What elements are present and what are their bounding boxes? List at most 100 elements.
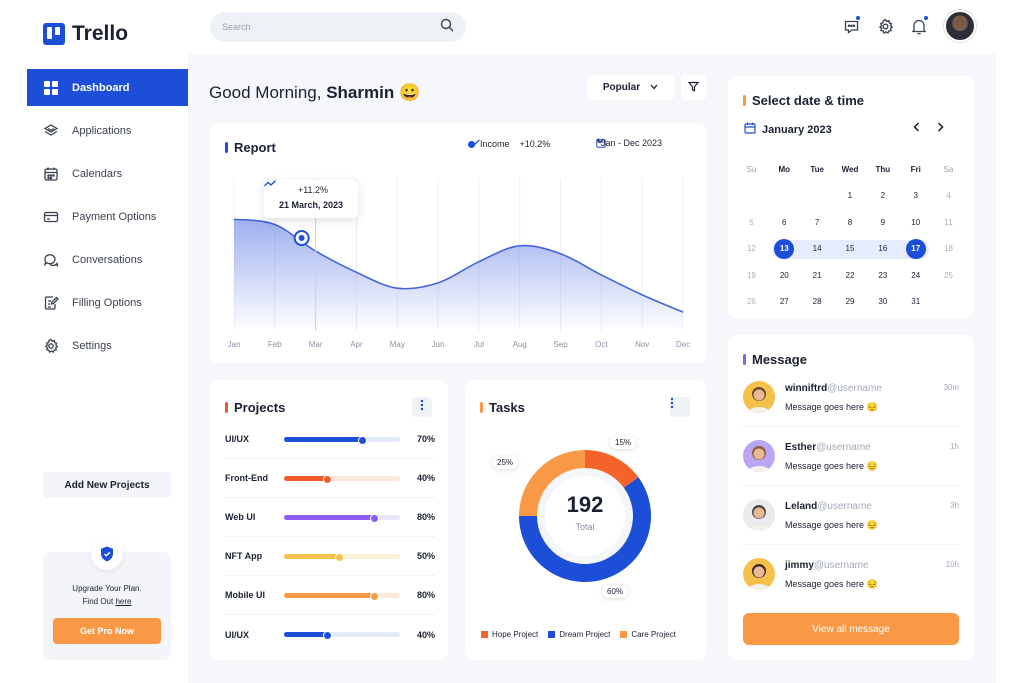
- upgrade-line-2: Find Out here: [43, 595, 171, 608]
- donut-center: 192 Total: [545, 492, 625, 532]
- chevron-down-icon: [650, 82, 658, 93]
- calendar-day[interactable]: 4: [946, 191, 951, 201]
- date-range-dropdown[interactable]: Jan - Dec 2023: [596, 138, 667, 148]
- calendar-day[interactable]: 22: [845, 270, 855, 280]
- project-progress-fill: [284, 631, 333, 640]
- donut-slice[interactable]: [519, 450, 585, 516]
- tasks-more-button[interactable]: [670, 397, 690, 417]
- prev-month-button[interactable]: [909, 121, 923, 135]
- calendar-day[interactable]: 27: [779, 297, 789, 307]
- donut-slice[interactable]: [585, 450, 639, 488]
- x-tick-label: Mar: [309, 340, 323, 349]
- income-line: [233, 218, 684, 313]
- calendar-day[interactable]: 26: [746, 297, 756, 307]
- title-accent: [480, 402, 483, 413]
- calendar-day[interactable]: 5: [749, 217, 754, 227]
- sender-name: Leland: [785, 501, 818, 512]
- add-new-projects-button[interactable]: Add New Projects: [43, 472, 171, 498]
- calendar-day[interactable]: 18: [944, 244, 954, 254]
- report-chart: Jan Feb Mar Apr May Jun Jul Aug Sep Oct Nov Dec: [228, 178, 690, 349]
- upgrade-line: Upgrade Your Plan.: [72, 584, 142, 593]
- calendar-day[interactable]: 19: [746, 270, 756, 280]
- sidebar-item-payment-options[interactable]: Payment Options: [27, 198, 188, 235]
- messages-title-text: Message: [752, 352, 807, 367]
- calendar-day[interactable]: 21: [812, 270, 822, 280]
- project-row[interactable]: Front-End 40%: [225, 459, 435, 498]
- calendar-day[interactable]: 6: [782, 217, 787, 227]
- view-all-messages-button[interactable]: View all message: [743, 613, 959, 645]
- calendar-day[interactable]: 24: [911, 270, 921, 280]
- donut-inner: [545, 476, 625, 556]
- calendar-day[interactable]: 31: [911, 297, 921, 307]
- upgrade-link[interactable]: here: [115, 597, 132, 606]
- tooltip-change-value: +11.2%: [297, 185, 329, 195]
- sad-emoji-icon: 😔: [866, 579, 878, 589]
- calendar-day[interactable]: 3: [913, 191, 918, 201]
- sidebar-item-settings[interactable]: Settings: [27, 327, 188, 364]
- message-item[interactable]: Leland@username Message goes here 😔 3h: [743, 487, 959, 545]
- main-content: Good Morning, Sharmin 😀 Popular Report I…: [188, 0, 996, 683]
- calendar-day[interactable]: 12: [746, 244, 756, 254]
- title-accent: [743, 95, 746, 106]
- calendar-day[interactable]: 17: [899, 238, 932, 259]
- calendar-day[interactable]: 20: [779, 270, 789, 280]
- calendar-day[interactable]: 8: [847, 217, 853, 227]
- message-sender: winniftrd@username: [785, 383, 882, 394]
- project-row[interactable]: UI/UX 70%: [225, 420, 435, 459]
- calendar-day[interactable]: 16: [878, 244, 888, 254]
- shield-icon: [91, 538, 123, 570]
- next-month-button[interactable]: [933, 121, 947, 135]
- search-icon[interactable]: [440, 18, 454, 37]
- project-row[interactable]: Mobile UI 80%: [225, 576, 435, 615]
- sidebar-item-label: Filling Options: [72, 296, 142, 309]
- donut-slice[interactable]: [519, 477, 651, 582]
- calendar-title: Select date & time: [743, 93, 864, 108]
- bell-icon[interactable]: [910, 15, 929, 35]
- filter-button[interactable]: [681, 75, 706, 100]
- project-row[interactable]: UI/UX 40%: [225, 615, 435, 654]
- upgrade-card: Upgrade Your Plan. Find Out here Get Pro…: [43, 538, 171, 660]
- calendar-day[interactable]: 13: [768, 238, 801, 259]
- chart-tooltip: +11.2% 21 March, 2023: [264, 180, 358, 218]
- calendar-grid: Su Mo Tue Wed Thu Fri Sa 1 2 3 4 5 6 7 8 9 10 11 12 13 14 15 1…: [735, 156, 965, 315]
- tasks-title: Tasks: [480, 400, 525, 415]
- sidebar-item-filling-options[interactable]: Filling Options: [27, 284, 188, 321]
- message-item[interactable]: jimmy@username Message goes here 😔 10h: [743, 546, 959, 604]
- calendar-day[interactable]: 9: [880, 217, 886, 227]
- sender-username: @username: [816, 442, 871, 453]
- popular-dropdown[interactable]: Popular: [587, 75, 674, 100]
- sidebar-item-calendars[interactable]: Calendars: [27, 155, 188, 192]
- calendar-day[interactable]: 10: [911, 217, 921, 227]
- sidebar-item-applications[interactable]: Applications: [27, 112, 188, 149]
- message-text: Message goes here: [785, 579, 865, 589]
- calendar-day[interactable]: 25: [944, 270, 954, 280]
- calendar-day[interactable]: 23: [878, 270, 888, 280]
- greeting-prefix: Good Morning,: [209, 83, 327, 102]
- calendar-day[interactable]: 14: [812, 244, 822, 254]
- calendar-day[interactable]: 30: [878, 297, 888, 307]
- calendar-day[interactable]: 29: [845, 297, 855, 307]
- projects-more-button[interactable]: [412, 397, 432, 417]
- sidebar-item-dashboard[interactable]: Dashboard: [27, 69, 188, 106]
- logo[interactable]: Trello: [43, 22, 128, 46]
- search-input[interactable]: [222, 22, 440, 32]
- calendar-day[interactable]: 1: [847, 191, 853, 201]
- sidebar-nav: Dashboard Applications Calendars Payment…: [27, 69, 188, 370]
- message-item[interactable]: winniftrd@username Message goes here 😔 30m: [743, 369, 959, 427]
- message-item[interactable]: Esther@username Message goes here 😔 1h: [743, 428, 959, 486]
- sidebar-item-conversations[interactable]: Conversations: [27, 241, 188, 278]
- message-text: Message goes here: [785, 461, 865, 471]
- project-row[interactable]: NFT App 50%: [225, 537, 435, 576]
- message-icon[interactable]: [842, 15, 861, 35]
- user-avatar[interactable]: [944, 10, 976, 42]
- calendar-day[interactable]: 28: [812, 297, 822, 307]
- project-row[interactable]: Web UI 80%: [225, 498, 435, 537]
- settings-icon[interactable]: [876, 17, 894, 35]
- income-legend: Income +10.2%: [468, 139, 550, 149]
- calendar-day[interactable]: 2: [880, 191, 886, 201]
- calendar-day[interactable]: 15: [845, 244, 855, 254]
- search-box[interactable]: [210, 12, 466, 42]
- calendar-day[interactable]: 11: [944, 217, 953, 227]
- get-pro-button[interactable]: Get Pro Now: [53, 618, 161, 644]
- calendar-day[interactable]: 7: [814, 217, 820, 227]
